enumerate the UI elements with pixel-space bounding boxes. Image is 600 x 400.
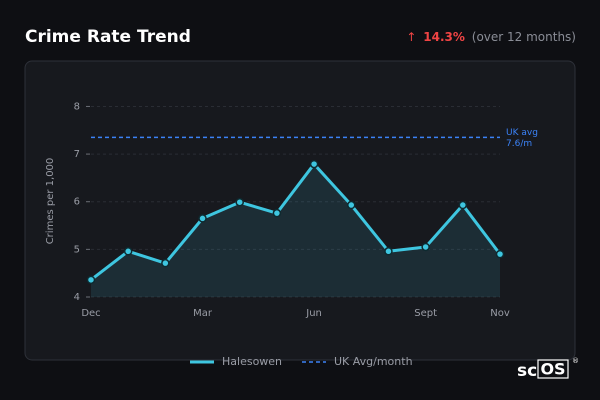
y-tick-label: 4 <box>74 292 80 303</box>
legend-label: Halesowen <box>222 355 282 368</box>
point <box>272 208 282 218</box>
reference-annotation: 7.6/m <box>506 139 532 149</box>
point <box>384 247 393 256</box>
change: ↑ 14.3% (over 12 months) <box>406 30 576 44</box>
x-tick-label: Jun <box>305 308 322 319</box>
logo-boxed: OS <box>540 360 565 379</box>
logo-box <box>537 359 569 379</box>
point <box>458 200 468 210</box>
reference-annotation: UK avg <box>506 128 538 138</box>
point <box>123 247 133 256</box>
area <box>91 164 500 297</box>
x-tick-label: Sept <box>414 308 437 319</box>
x-tick-label: Mar <box>193 308 213 319</box>
title: Crime Rate Trend <box>25 27 191 47</box>
point <box>309 159 319 169</box>
point <box>198 214 207 223</box>
panel <box>24 60 576 361</box>
y-tick-label: 7 <box>74 149 80 160</box>
y-axis-label: Crimes per 1,000 <box>45 158 56 245</box>
change-arrow: ↑ <box>406 30 416 44</box>
point <box>421 242 430 252</box>
point <box>495 249 505 259</box>
legend-label: UK Avg/month <box>334 355 413 368</box>
x-tick-label: Nov <box>490 308 510 319</box>
change-note: (over 12 months) <box>472 30 576 44</box>
y-tick-label: 6 <box>74 197 80 208</box>
change-value: 14.3% <box>423 30 465 44</box>
y-tick-label: 5 <box>74 244 80 255</box>
logo-mark: ® <box>572 357 579 365</box>
point <box>347 200 356 210</box>
point <box>235 197 244 207</box>
point <box>86 275 96 285</box>
x-tick-label: Dec <box>81 308 100 319</box>
logo: sc <box>517 361 537 381</box>
point <box>161 258 170 268</box>
y-tick-label: 8 <box>74 101 80 112</box>
line <box>90 162 502 282</box>
